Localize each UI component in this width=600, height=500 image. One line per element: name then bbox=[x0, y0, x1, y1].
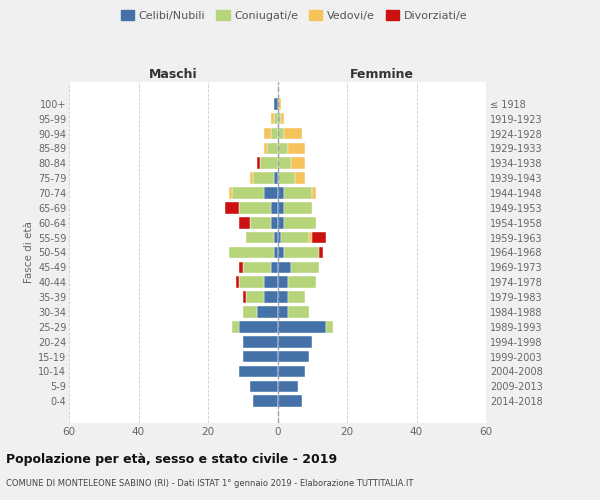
Bar bbox=[277, 98, 281, 110]
Bar bbox=[284, 246, 319, 258]
Bar bbox=[246, 232, 274, 243]
Bar bbox=[239, 276, 263, 288]
Bar bbox=[239, 366, 277, 378]
Bar bbox=[277, 351, 309, 362]
Bar bbox=[243, 262, 271, 273]
Bar bbox=[277, 321, 326, 332]
Bar bbox=[253, 172, 274, 184]
Bar bbox=[243, 336, 277, 347]
Bar bbox=[295, 172, 305, 184]
Bar bbox=[271, 217, 277, 228]
Bar bbox=[277, 128, 284, 140]
Bar bbox=[239, 217, 250, 228]
Bar bbox=[277, 142, 288, 154]
Bar bbox=[239, 321, 277, 332]
Bar bbox=[246, 292, 263, 303]
Bar bbox=[288, 276, 316, 288]
Bar bbox=[257, 306, 277, 318]
Y-axis label: Fasce di età: Fasce di età bbox=[23, 222, 34, 284]
Bar bbox=[267, 142, 277, 154]
Bar bbox=[288, 292, 305, 303]
Bar bbox=[277, 202, 284, 213]
Bar bbox=[271, 113, 274, 124]
Bar bbox=[284, 128, 302, 140]
Text: COMUNE DI MONTELEONE SABINO (RI) - Dati ISTAT 1° gennaio 2019 - Elaborazione TUT: COMUNE DI MONTELEONE SABINO (RI) - Dati … bbox=[6, 479, 413, 488]
Bar bbox=[277, 113, 281, 124]
Bar bbox=[271, 202, 277, 213]
Bar bbox=[243, 306, 257, 318]
Bar bbox=[277, 306, 288, 318]
Bar bbox=[312, 187, 316, 199]
Bar bbox=[326, 321, 333, 332]
Bar bbox=[271, 128, 277, 140]
Bar bbox=[253, 396, 277, 407]
Bar bbox=[263, 187, 277, 199]
Bar bbox=[277, 336, 312, 347]
Bar bbox=[284, 187, 312, 199]
Bar bbox=[274, 172, 277, 184]
Bar bbox=[277, 396, 302, 407]
Bar bbox=[226, 202, 239, 213]
Text: Femmine: Femmine bbox=[350, 68, 414, 82]
Bar bbox=[277, 366, 305, 378]
Bar bbox=[260, 158, 277, 169]
Bar bbox=[277, 232, 281, 243]
Bar bbox=[263, 142, 267, 154]
Bar bbox=[263, 128, 271, 140]
Bar bbox=[288, 142, 305, 154]
Bar bbox=[250, 380, 277, 392]
Legend: Celibi/Nubili, Coniugati/e, Vedovi/e, Divorziati/e: Celibi/Nubili, Coniugati/e, Vedovi/e, Di… bbox=[116, 6, 472, 25]
Bar bbox=[277, 246, 284, 258]
Bar bbox=[243, 292, 246, 303]
Bar bbox=[263, 292, 277, 303]
Bar bbox=[284, 202, 312, 213]
Bar bbox=[284, 217, 316, 228]
Bar bbox=[292, 262, 319, 273]
Bar bbox=[309, 232, 312, 243]
Bar bbox=[281, 232, 309, 243]
Bar bbox=[277, 217, 284, 228]
Bar bbox=[229, 246, 274, 258]
Bar bbox=[232, 187, 263, 199]
Bar bbox=[277, 292, 288, 303]
Bar bbox=[277, 172, 295, 184]
Bar bbox=[274, 232, 277, 243]
Bar bbox=[250, 172, 253, 184]
Bar bbox=[312, 232, 326, 243]
Bar bbox=[277, 276, 288, 288]
Bar bbox=[232, 321, 239, 332]
Bar bbox=[292, 158, 305, 169]
Text: Maschi: Maschi bbox=[149, 68, 197, 82]
Bar bbox=[277, 262, 292, 273]
Bar bbox=[250, 217, 271, 228]
Bar bbox=[277, 380, 298, 392]
Bar bbox=[236, 276, 239, 288]
Bar bbox=[263, 276, 277, 288]
Bar bbox=[277, 187, 284, 199]
Bar bbox=[229, 187, 232, 199]
Bar bbox=[239, 202, 271, 213]
Bar bbox=[271, 262, 277, 273]
Bar bbox=[319, 246, 323, 258]
Bar bbox=[257, 158, 260, 169]
Bar bbox=[288, 306, 309, 318]
Bar bbox=[239, 262, 243, 273]
Bar bbox=[274, 246, 277, 258]
Bar bbox=[243, 351, 277, 362]
Bar bbox=[277, 158, 292, 169]
Text: Popolazione per età, sesso e stato civile - 2019: Popolazione per età, sesso e stato civil… bbox=[6, 452, 337, 466]
Bar bbox=[274, 113, 277, 124]
Bar bbox=[274, 98, 277, 110]
Bar bbox=[281, 113, 284, 124]
